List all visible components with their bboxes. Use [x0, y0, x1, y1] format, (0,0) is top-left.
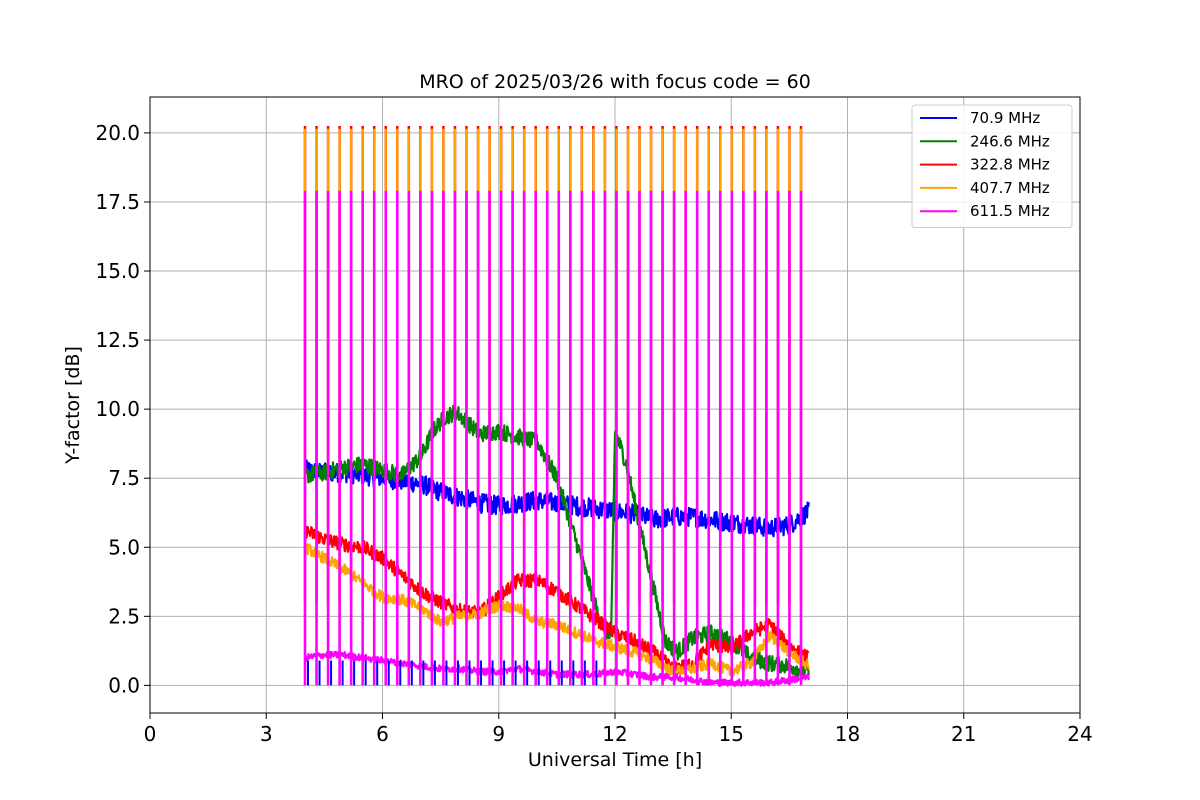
y-tick-label: 12.5 — [95, 328, 140, 352]
series-line — [304, 650, 810, 688]
x-axis-ticks: 0 3 6 9 12 15 18 21 24 — [144, 713, 1093, 746]
series-line — [304, 524, 810, 675]
series-line — [303, 404, 810, 678]
x-tick-label: 24 — [1067, 722, 1092, 746]
chart-title: MRO of 2025/03/26 with focus code = 60 — [419, 71, 811, 93]
x-tick-label: 0 — [144, 722, 157, 746]
legend-label: 246.6 MHz — [970, 132, 1050, 150]
legend-label: 322.8 MHz — [970, 156, 1050, 174]
legend: 70.9 MHz 246.6 MHz 322.8 MHz 407.7 MHz 611.5… — [911, 104, 1073, 228]
y-tick-label: 7.5 — [108, 466, 140, 490]
legend-box — [911, 104, 1073, 228]
series-line — [303, 543, 810, 678]
x-tick-label: 15 — [719, 722, 744, 746]
x-tick-label: 3 — [260, 722, 273, 746]
y-tick-label: 0.0 — [108, 673, 140, 697]
y-tick-label: 2.5 — [108, 604, 140, 628]
x-tick-label: 21 — [951, 722, 976, 746]
y-tick-label: 20.0 — [95, 121, 140, 145]
legend-label: 70.9 MHz — [970, 109, 1040, 127]
legend-label: 407.7 MHz — [970, 179, 1050, 197]
y-tick-label: 15.0 — [95, 259, 140, 283]
x-tick-label: 9 — [492, 722, 505, 746]
y-tick-label: 10.0 — [95, 397, 140, 421]
y-axis-ticks: 0.0 2.5 5.0 7.5 10.0 12.5 15.0 17.5 20.0 — [95, 121, 150, 697]
x-tick-label: 6 — [376, 722, 389, 746]
y-tick-label: 17.5 — [95, 190, 140, 214]
plot-data-layer — [303, 126, 810, 688]
y-tick-label: 5.0 — [108, 535, 140, 559]
x-tick-label: 18 — [835, 722, 860, 746]
x-tick-label: 12 — [602, 722, 627, 746]
y-axis-label: Y-factor [dB] — [62, 346, 84, 465]
x-axis-label: Universal Time [h] — [528, 749, 702, 771]
legend-label: 611.5 MHz — [970, 202, 1050, 220]
